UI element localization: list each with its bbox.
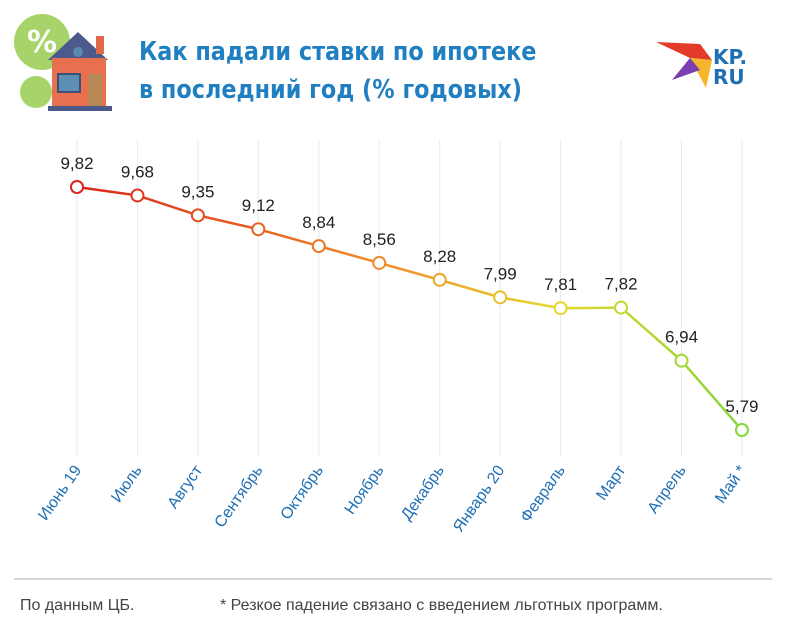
x-tick-label: Сентябрь xyxy=(212,463,267,531)
x-tick-label: Октябрь xyxy=(278,463,327,524)
data-label: 7,99 xyxy=(484,264,517,283)
data-label: 8,28 xyxy=(423,247,456,266)
data-label: 8,56 xyxy=(363,230,396,249)
source-note: По данным ЦБ. xyxy=(20,597,135,614)
data-point xyxy=(251,222,266,237)
data-label: 9,12 xyxy=(242,196,275,215)
data-point xyxy=(432,272,447,287)
x-tick-label: Декабрь xyxy=(398,463,448,524)
kp-logo: KP. RU xyxy=(656,42,747,89)
x-tick-label: Июнь 19 xyxy=(35,462,85,523)
data-point xyxy=(734,423,749,438)
data-label: 7,81 xyxy=(544,275,577,294)
data-point xyxy=(614,300,629,315)
footnote: * Резкое падение связано с введением льг… xyxy=(220,597,663,614)
data-label: 9,35 xyxy=(181,182,214,201)
x-tick-label: Май * xyxy=(712,463,750,507)
x-tick-label: Февраль xyxy=(518,463,569,526)
data-point xyxy=(493,290,508,305)
data-label: 5,79 xyxy=(725,397,758,416)
x-tick-label: Июль xyxy=(108,463,145,506)
x-tick-label: Август xyxy=(165,462,207,512)
series-line xyxy=(76,185,743,431)
data-point xyxy=(130,188,145,203)
percent-badge: % xyxy=(27,25,57,60)
data-point xyxy=(372,255,387,270)
data-point xyxy=(674,353,689,368)
data-point xyxy=(190,208,205,223)
data-label: 7,82 xyxy=(605,275,638,294)
data-point xyxy=(311,239,326,254)
footer-divider xyxy=(14,578,772,580)
data-point xyxy=(553,301,568,316)
x-tick-label: Апрель xyxy=(645,463,690,517)
data-label: 9,82 xyxy=(60,154,93,173)
data-label: 6,94 xyxy=(665,328,698,347)
chart-title: Как падали ставки по ипотеке в последний… xyxy=(139,37,537,105)
data-point xyxy=(70,180,84,194)
svg-text:RU: RU xyxy=(713,65,745,89)
logo-text: KP. xyxy=(713,45,747,69)
house-illustration: % xyxy=(14,14,112,111)
x-tick-label: Март xyxy=(593,462,629,504)
x-tick-label: Январь 20 xyxy=(450,462,508,535)
data-label: 8,84 xyxy=(302,213,335,232)
data-label: 9,68 xyxy=(121,162,154,181)
x-tick-label: Ноябрь xyxy=(342,463,388,518)
